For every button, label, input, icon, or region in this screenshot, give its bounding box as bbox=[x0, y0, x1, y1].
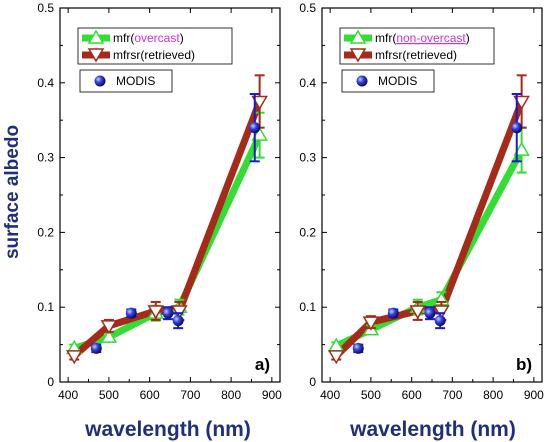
legend-sphere-icon-b bbox=[356, 75, 368, 87]
legend-triangle-down-icon-a bbox=[87, 48, 105, 63]
legend-label-modis-b: MODIS bbox=[378, 74, 417, 88]
x-tick-label-a: 800 bbox=[221, 388, 241, 402]
marker-triangle-down-b bbox=[513, 95, 530, 110]
y-tick-label-a: 0.3 bbox=[37, 151, 54, 165]
x-tick-label-b: 400 bbox=[320, 388, 340, 402]
x-tick-label-b: 800 bbox=[483, 388, 503, 402]
x-tick-label-b: 600 bbox=[402, 388, 422, 402]
marker-triangle-down-b bbox=[362, 316, 380, 331]
panel-label-b: b) bbox=[516, 355, 532, 374]
y-tick-label-b: 0.3 bbox=[299, 151, 316, 165]
y-tick-label-a: 0 bbox=[47, 375, 54, 389]
legend-label-mfrsr-a: mfrsr(retrieved) bbox=[113, 48, 195, 62]
x-axis-title-b: wavelength (nm) bbox=[349, 418, 516, 441]
x-tick-label-a: 600 bbox=[140, 388, 160, 402]
legend-triangle-up-icon-b bbox=[349, 29, 367, 44]
y-axis-title: surface albedo bbox=[2, 125, 23, 259]
x-tick-label-a: 900 bbox=[262, 388, 282, 402]
legend-label-modis-a: MODIS bbox=[116, 74, 155, 88]
panel-a: 0 0.1 0.2 0.3 0.4 0.5 400 500 600 700 800 900 mfr(ov… bbox=[37, 1, 282, 402]
marker-sphere-b bbox=[352, 342, 364, 354]
legend-label-mfr-prefix-a: mfr( bbox=[113, 31, 134, 45]
y-tick-label-b: 0.4 bbox=[299, 76, 316, 90]
panel-label-a: a) bbox=[255, 355, 270, 374]
x-tick-label-a: 500 bbox=[99, 388, 119, 402]
legend-triangle-up-icon-a bbox=[87, 29, 105, 44]
marker-sphere-a bbox=[90, 342, 102, 354]
x-tick-label-a: 400 bbox=[58, 388, 78, 402]
marker-sphere-a bbox=[162, 307, 174, 319]
marker-triangle-down-b bbox=[409, 305, 427, 320]
legend-label-mfr-highlight-a: overcast bbox=[134, 31, 180, 45]
y-tick-label-a: 0.1 bbox=[37, 300, 54, 314]
x-tick-label-a: 700 bbox=[180, 388, 200, 402]
y-tick-label-a: 0.5 bbox=[37, 1, 54, 15]
legend-label-mfrsr-b: mfrsr(retrieved) bbox=[375, 48, 457, 62]
x-tick-label-b: 500 bbox=[361, 388, 381, 402]
marker-triangle-down-a bbox=[65, 350, 83, 365]
marker-sphere-a bbox=[172, 315, 184, 327]
panel-b: 0 0.1 0.2 0.3 0.4 0.5 400 500 600 700 800 900 mfr(no… bbox=[299, 1, 544, 402]
x-tick-label-b: 900 bbox=[524, 388, 544, 402]
marker-sphere-b bbox=[387, 307, 399, 319]
y-tick-label-b: 0.2 bbox=[299, 225, 316, 239]
legend-box-modis-b bbox=[341, 69, 435, 93]
x-axis-title-a: wavelength (nm) bbox=[84, 418, 251, 441]
marker-triangle-up-b bbox=[513, 141, 530, 156]
marker-sphere-b bbox=[434, 315, 446, 327]
marker-triangle-down-a bbox=[147, 305, 165, 320]
legend-label-mfr-prefix-b: mfr( bbox=[375, 31, 396, 45]
legend-triangle-down-icon-b bbox=[349, 48, 367, 63]
x-tick-label-b: 700 bbox=[442, 388, 462, 402]
marker-sphere-b bbox=[511, 122, 523, 134]
legend-sphere-icon-a bbox=[94, 75, 106, 87]
y-tick-label-a: 0.2 bbox=[37, 225, 54, 239]
marker-triangle-down-a bbox=[171, 305, 188, 320]
marker-triangle-up-a bbox=[251, 126, 268, 141]
marker-triangle-down-a bbox=[100, 320, 118, 335]
marker-sphere-b bbox=[424, 307, 436, 319]
y-tick-label-b: 0 bbox=[309, 375, 316, 389]
legend-label-mfr-b: mfr(non-overcast) bbox=[375, 31, 470, 45]
marker-triangle-down-b bbox=[433, 305, 450, 320]
marker-triangle-down-b bbox=[327, 350, 345, 365]
legend-box-modis-a bbox=[79, 69, 173, 93]
marker-sphere-a bbox=[249, 122, 261, 134]
y-tick-label-b: 0.5 bbox=[299, 1, 316, 15]
legend-label-mfr-suffix-a: ) bbox=[180, 31, 184, 45]
y-tick-label-b: 0.1 bbox=[299, 300, 316, 314]
marker-triangle-up-a bbox=[100, 328, 118, 343]
y-tick-label-a: 0.4 bbox=[37, 76, 54, 90]
legend-label-mfr-highlight-b: non-overcast bbox=[396, 31, 466, 45]
legend-label-mfr-a: mfr(overcast) bbox=[113, 31, 184, 45]
marker-sphere-a bbox=[125, 307, 137, 319]
marker-triangle-down-a bbox=[251, 95, 268, 110]
legend-label-mfr-suffix-b: ) bbox=[466, 31, 470, 45]
